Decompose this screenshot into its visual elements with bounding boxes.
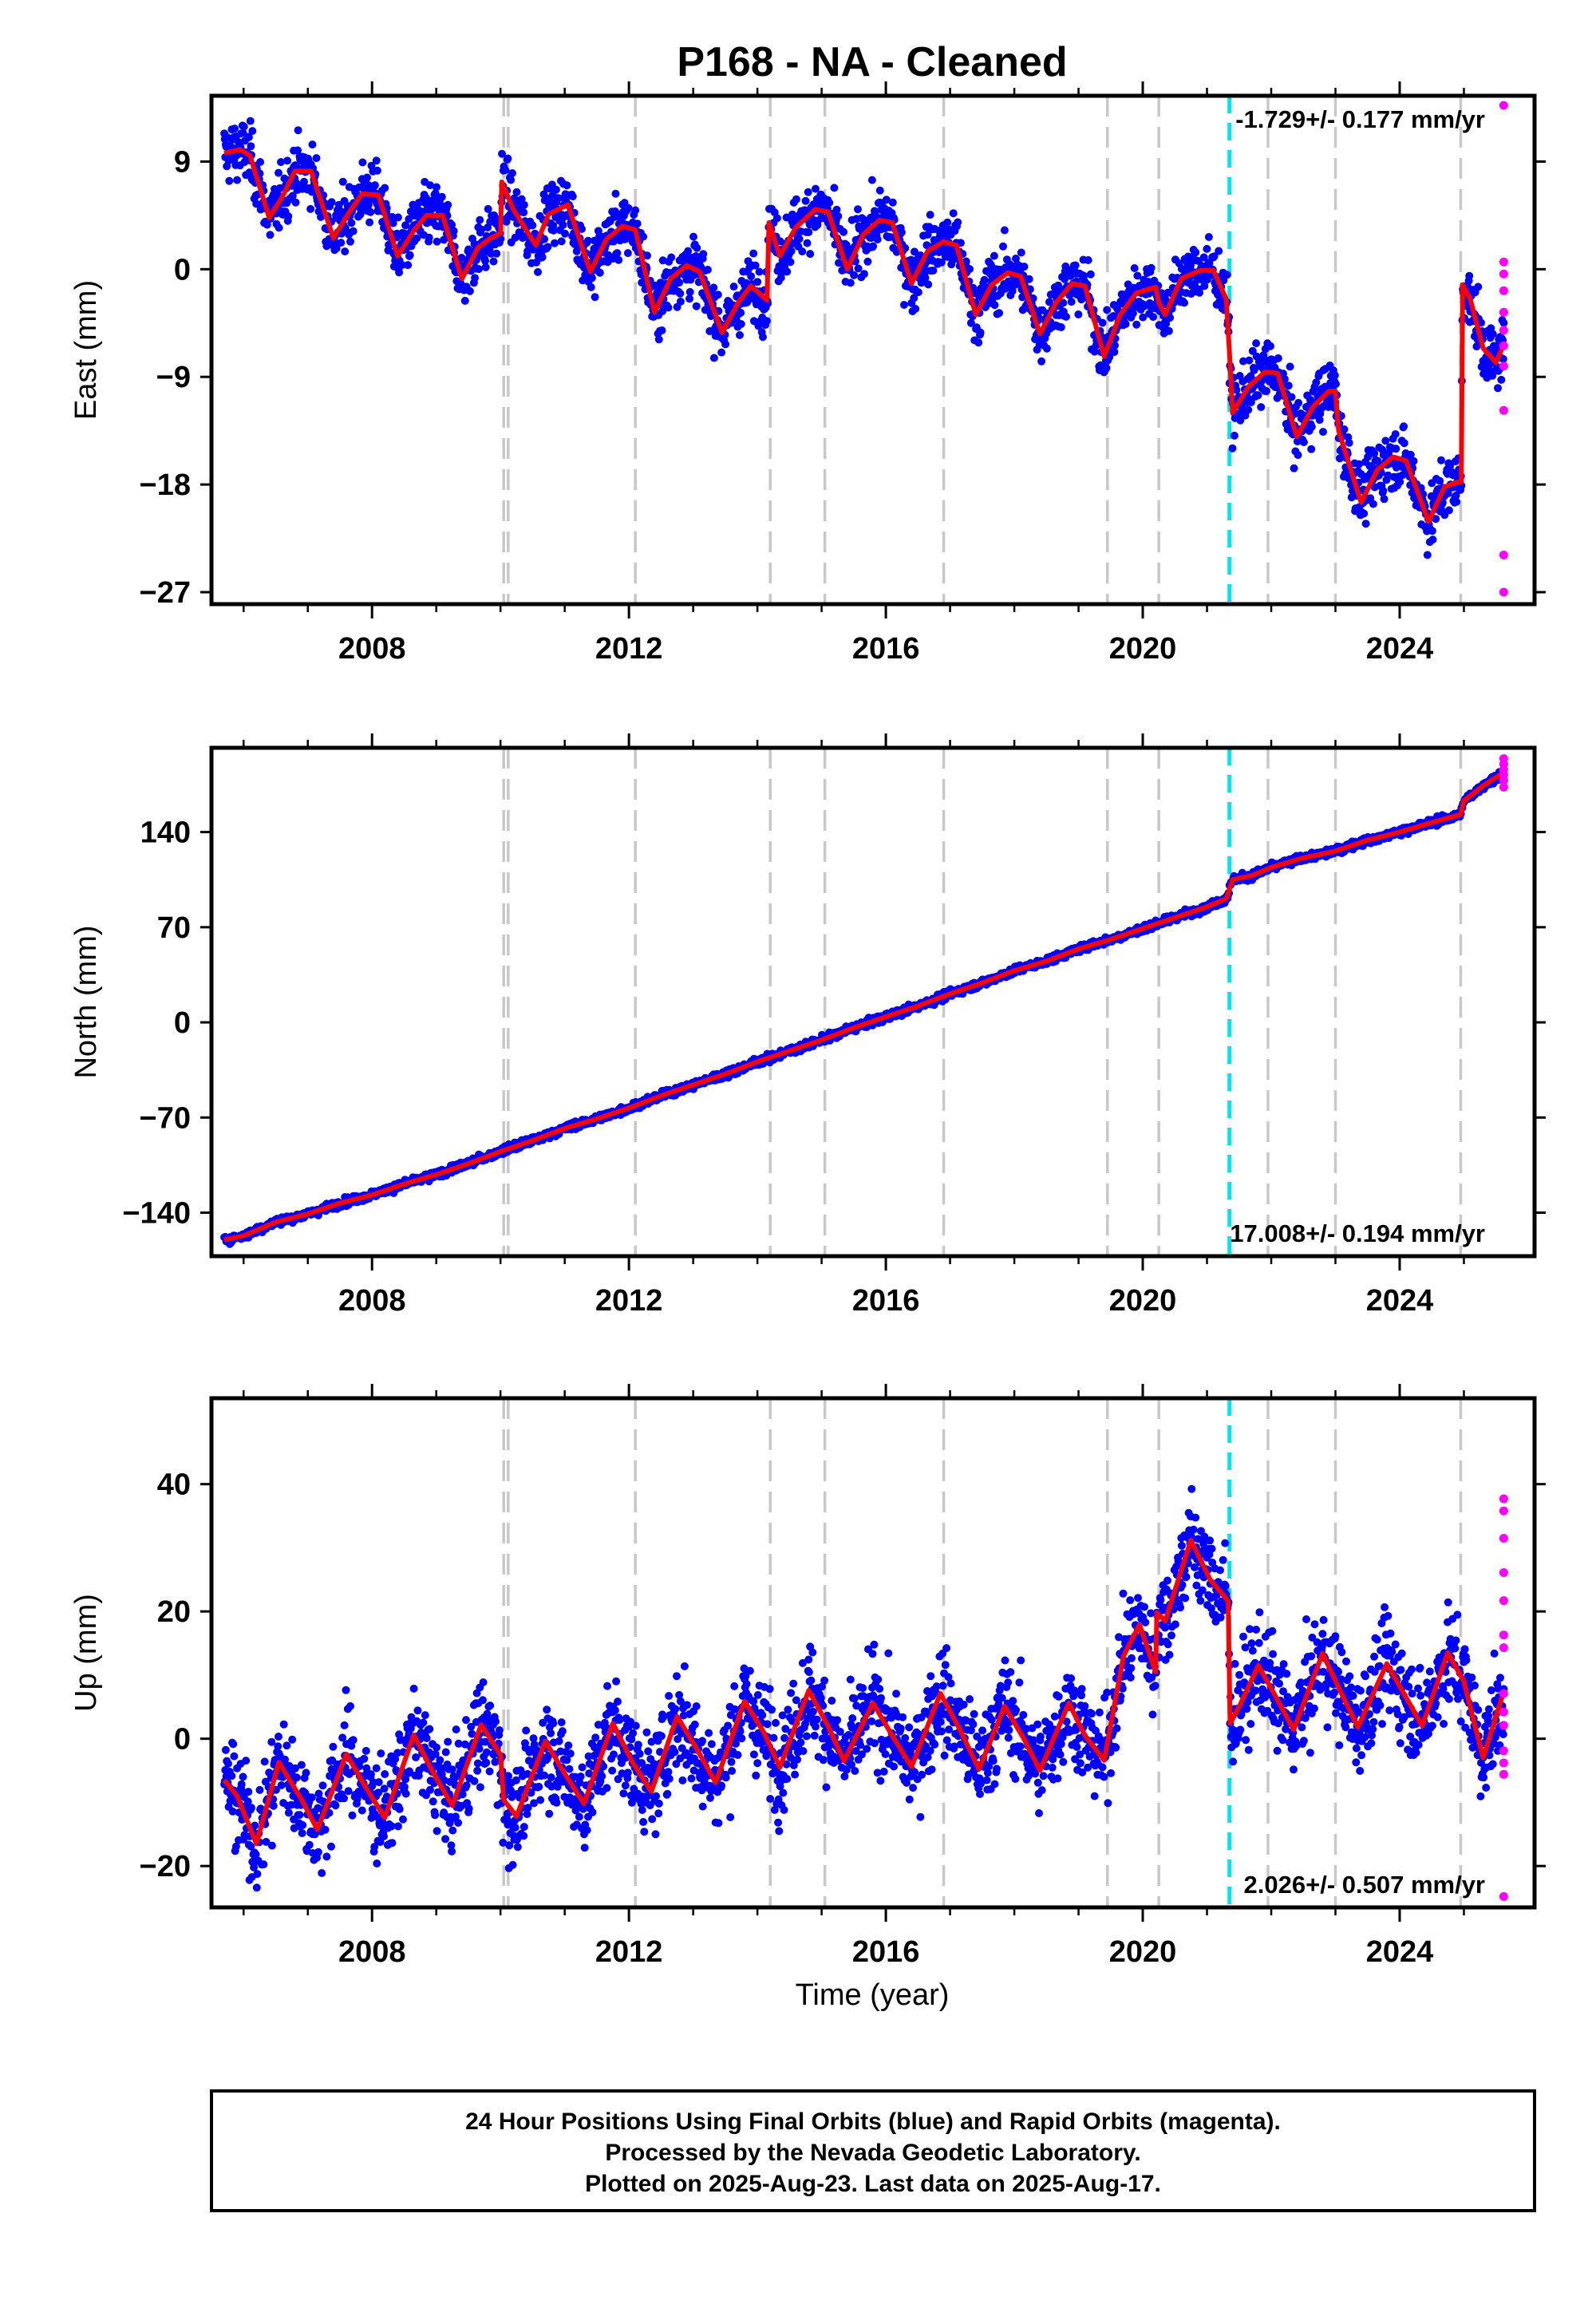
x-tick-label: 2016 — [852, 1284, 920, 1318]
x-tick-label: 2024 — [1366, 1935, 1434, 1969]
model-fit-line — [222, 1537, 1507, 1847]
y-tick-label: 40 — [157, 1468, 191, 1502]
rapid-orbit-point — [1499, 1506, 1508, 1516]
rate-label: 17.008+/- 0.194 mm/yr — [1230, 1219, 1485, 1247]
x-tick-label: 2020 — [1109, 632, 1177, 666]
rapid-orbit-point — [1499, 1758, 1508, 1768]
x-tick-label: 2012 — [595, 1935, 663, 1969]
rapid-orbit-point — [1499, 326, 1508, 335]
y-tick-label: −18 — [140, 468, 191, 502]
rapid-orbit-point — [1499, 286, 1508, 295]
rapid-orbit-point — [1499, 1746, 1508, 1756]
rapid-orbit-point — [1499, 307, 1508, 317]
y-tick-label: −9 — [156, 361, 191, 394]
rapid-orbit-point — [1499, 269, 1508, 279]
east-panel: 9 0 −9 −18 −27 2008 2012 2016 2020 2024 East (mm) -… — [69, 81, 1546, 666]
y-tick-label: 0 — [174, 1723, 191, 1757]
y-axis-label: North (mm) — [69, 925, 103, 1078]
plot-frame — [209, 745, 1537, 1259]
footer-line-3: Plotted on 2025-Aug-23. Last data on 202… — [585, 2171, 1161, 2197]
final-orbit-points — [220, 1484, 1508, 1892]
rapid-orbit-point — [1499, 1769, 1508, 1779]
x-tick-label: 2012 — [595, 632, 663, 666]
y-tick-label: −70 — [140, 1101, 191, 1135]
model-fit-line — [223, 147, 1507, 524]
y-tick-label: −20 — [140, 1850, 191, 1883]
rapid-orbit-point — [1499, 405, 1508, 415]
footer-frame — [210, 2089, 1536, 2212]
rapid-orbit-point — [1499, 341, 1508, 350]
rapid-orbit-point — [1499, 1891, 1508, 1901]
up-panel: 40 20 0 −20 2008 2012 2016 2020 2024 Up (mm) 2.026… — [69, 1384, 1546, 1969]
y-tick-label: 0 — [174, 1006, 191, 1040]
x-tick-label: 2024 — [1366, 632, 1434, 666]
y-axis-label: East (mm) — [69, 280, 103, 420]
rate-label: 2.026+/- 0.507 mm/yr — [1244, 1871, 1485, 1899]
y-tick-label: 0 — [174, 253, 191, 287]
x-tick-label: 2020 — [1109, 1284, 1177, 1318]
rapid-orbit-point — [1499, 587, 1508, 597]
y-tick-label: −27 — [140, 576, 191, 610]
x-tick-label: 2016 — [852, 1935, 920, 1969]
rapid-orbit-point — [1499, 1534, 1508, 1543]
y-tick-label: 140 — [140, 816, 191, 850]
x-axis-label: Time (year) — [796, 1978, 950, 2012]
y-tick-label: −140 — [122, 1196, 191, 1230]
plot-content — [220, 96, 1508, 604]
footer-box: 24 Hour Positions Using Final Orbits (bl… — [210, 2089, 1536, 2212]
rapid-orbit-point — [1499, 1596, 1508, 1606]
y-tick-label: 70 — [157, 911, 191, 945]
rapid-orbit-point — [1499, 1643, 1508, 1653]
footer-line-2: Processed by the Nevada Geodetic Laborat… — [605, 2140, 1140, 2166]
rapid-orbit-point — [1499, 1721, 1508, 1730]
rapid-orbit-point — [1499, 1689, 1508, 1698]
rapid-orbit-point — [1499, 1630, 1508, 1640]
rapid-orbit-point — [1499, 551, 1508, 559]
rapid-orbit-point — [1499, 257, 1508, 267]
plot-content — [220, 748, 1508, 1256]
x-tick-label: 2008 — [338, 632, 406, 666]
rapid-orbit-point — [1499, 362, 1508, 371]
rapid-orbit-point — [1499, 1707, 1508, 1717]
figure-title: P168 - NA - Cleaned — [677, 39, 1067, 85]
x-tick-label: 2024 — [1366, 1284, 1434, 1318]
y-tick-label: 20 — [157, 1595, 191, 1629]
x-tick-label: 2008 — [338, 1284, 406, 1318]
north-panel: 140 70 0 −70 −140 2008 2012 2016 2020 2024 North (… — [69, 733, 1546, 1318]
y-tick-label: 9 — [174, 145, 191, 179]
rapid-orbit-point — [1499, 1568, 1508, 1577]
x-tick-label: 2008 — [338, 1935, 406, 1969]
y-axis-label: Up (mm) — [69, 1594, 103, 1712]
rapid-orbit-point — [1499, 101, 1508, 110]
plot-frame — [209, 93, 1537, 607]
plot-content — [220, 1398, 1508, 1907]
model-fit-line — [223, 770, 1506, 1243]
rapid-orbit-point — [1499, 782, 1508, 792]
plot-frame — [209, 1396, 1537, 1910]
x-tick-label: 2012 — [595, 1284, 663, 1318]
x-tick-label: 2016 — [852, 632, 920, 666]
x-tick-label: 2020 — [1109, 1935, 1177, 1969]
rapid-orbit-point — [1499, 1494, 1508, 1504]
rapid-orbit-point — [1499, 776, 1508, 785]
rate-label: -1.729+/- 0.177 mm/yr — [1235, 105, 1485, 133]
footer-line-1: 24 Hour Positions Using Final Orbits (bl… — [465, 2109, 1281, 2135]
